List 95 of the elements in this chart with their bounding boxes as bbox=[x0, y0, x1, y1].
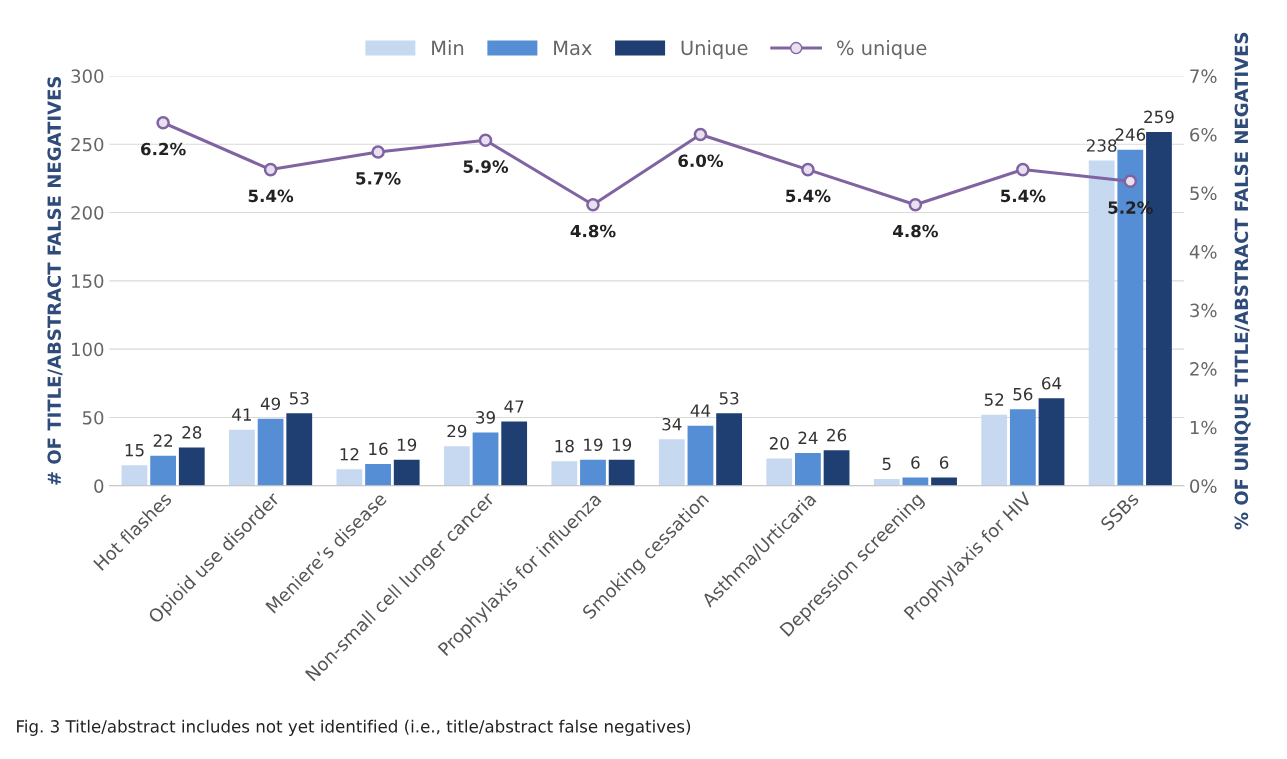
bar bbox=[472, 432, 499, 486]
bar bbox=[687, 425, 714, 486]
bar bbox=[286, 413, 313, 486]
data-label: 246 bbox=[1115, 128, 1146, 141]
bar bbox=[981, 414, 1008, 486]
point bbox=[1016, 162, 1030, 177]
y2-tick-label: 0% bbox=[1190, 479, 1217, 493]
y-tick-label: 200 bbox=[71, 205, 104, 220]
data-label: 53 bbox=[289, 391, 309, 405]
legend-label: Unique bbox=[681, 40, 748, 59]
data-label: 26 bbox=[827, 428, 847, 442]
point bbox=[693, 127, 708, 142]
bar bbox=[1009, 409, 1036, 486]
bar bbox=[121, 465, 148, 486]
data-label: 29 bbox=[447, 424, 467, 438]
y2-tick-label: 7% bbox=[1190, 69, 1217, 84]
legend-label: Max bbox=[554, 40, 592, 56]
bar bbox=[795, 452, 821, 486]
data-label: 5.4% bbox=[1001, 189, 1046, 203]
caption: Fig. 3 Title/abstract includes not yet identified (i.e., title/abstract false negatives) bbox=[17, 719, 691, 736]
data-label: 39 bbox=[476, 411, 495, 424]
data-label: 41 bbox=[232, 408, 251, 421]
data-label: 19 bbox=[397, 438, 417, 452]
bar bbox=[580, 459, 606, 486]
point bbox=[371, 145, 385, 159]
data-label: 18 bbox=[555, 439, 574, 453]
data-label: 5.4% bbox=[248, 189, 294, 203]
data-label: 6.2% bbox=[141, 142, 186, 156]
y2-tick-label: 2% bbox=[1190, 362, 1217, 376]
y-tick-label: 300 bbox=[71, 69, 104, 84]
data-label: 28 bbox=[182, 426, 202, 439]
data-label: 6 bbox=[911, 456, 920, 469]
data-label: 238 bbox=[1086, 139, 1117, 152]
data-label: 6.0% bbox=[678, 154, 724, 168]
data-label: 34 bbox=[662, 417, 682, 431]
data-label: 16 bbox=[369, 442, 388, 456]
y2-tick-label: 3% bbox=[1190, 303, 1217, 318]
bar bbox=[608, 459, 635, 486]
point bbox=[586, 197, 600, 212]
bar bbox=[365, 463, 391, 486]
bar bbox=[229, 429, 255, 486]
bar bbox=[178, 447, 205, 486]
bar bbox=[823, 450, 850, 486]
y2-axis-title: % OF UNIQUE TITLE/ABSTRACT FALSE NEGATIVES bbox=[1234, 32, 1251, 530]
y2-tick-label: 4% bbox=[1189, 245, 1217, 259]
bar bbox=[443, 446, 470, 486]
data-label: 52 bbox=[984, 393, 1004, 406]
data-label: 49 bbox=[260, 397, 281, 411]
bar bbox=[501, 421, 528, 486]
data-label: 259 bbox=[1144, 110, 1174, 124]
point bbox=[908, 197, 923, 212]
bar bbox=[150, 455, 177, 486]
bar bbox=[716, 413, 742, 486]
data-label: 22 bbox=[153, 434, 173, 447]
y-tick-label: 100 bbox=[72, 342, 104, 357]
data-label: 47 bbox=[504, 400, 524, 413]
data-label: 19 bbox=[584, 438, 603, 452]
point bbox=[801, 162, 815, 177]
data-label: 4.8% bbox=[570, 224, 616, 238]
data-label: 20 bbox=[769, 437, 789, 450]
y-tick-label: 50 bbox=[82, 410, 104, 425]
data-label: 5.9% bbox=[463, 160, 509, 173]
bar bbox=[336, 469, 363, 486]
data-label: 5.4% bbox=[786, 189, 831, 203]
data-label: 64 bbox=[1042, 376, 1062, 390]
y2-tick-label: 5% bbox=[1190, 186, 1217, 201]
y-tick-label: 250 bbox=[71, 137, 104, 152]
data-label: 44 bbox=[690, 404, 711, 417]
bar bbox=[766, 458, 793, 486]
y-axis-title: # OF TITLE/ABSTRACT FALSE NEGATIVES bbox=[47, 76, 63, 485]
bar bbox=[1038, 398, 1065, 486]
data-label: 53 bbox=[719, 391, 739, 405]
y2-tick-label: 6% bbox=[1190, 127, 1217, 142]
y2-tick-label: 1% bbox=[1190, 420, 1217, 435]
y-tick-label: 150 bbox=[72, 274, 104, 288]
legend-label: % unique bbox=[837, 40, 927, 59]
point bbox=[1123, 174, 1138, 189]
data-label: 15 bbox=[125, 444, 144, 457]
y-tick-label: 0 bbox=[94, 479, 104, 493]
data-label: 56 bbox=[1013, 387, 1033, 401]
data-label: 4.8% bbox=[893, 224, 938, 238]
point bbox=[263, 162, 278, 177]
point bbox=[156, 115, 170, 130]
point bbox=[478, 133, 493, 148]
bar bbox=[257, 418, 284, 486]
data-label: 5 bbox=[882, 457, 891, 471]
data-label: 12 bbox=[340, 447, 359, 461]
data-label: 5.7% bbox=[356, 172, 401, 185]
bar bbox=[393, 459, 420, 486]
bar bbox=[658, 439, 685, 486]
data-label: 6 bbox=[939, 456, 949, 469]
data-label: 24 bbox=[798, 431, 818, 444]
data-label: 19 bbox=[612, 438, 632, 452]
bar bbox=[551, 461, 578, 486]
legend-label: Min bbox=[432, 40, 464, 55]
